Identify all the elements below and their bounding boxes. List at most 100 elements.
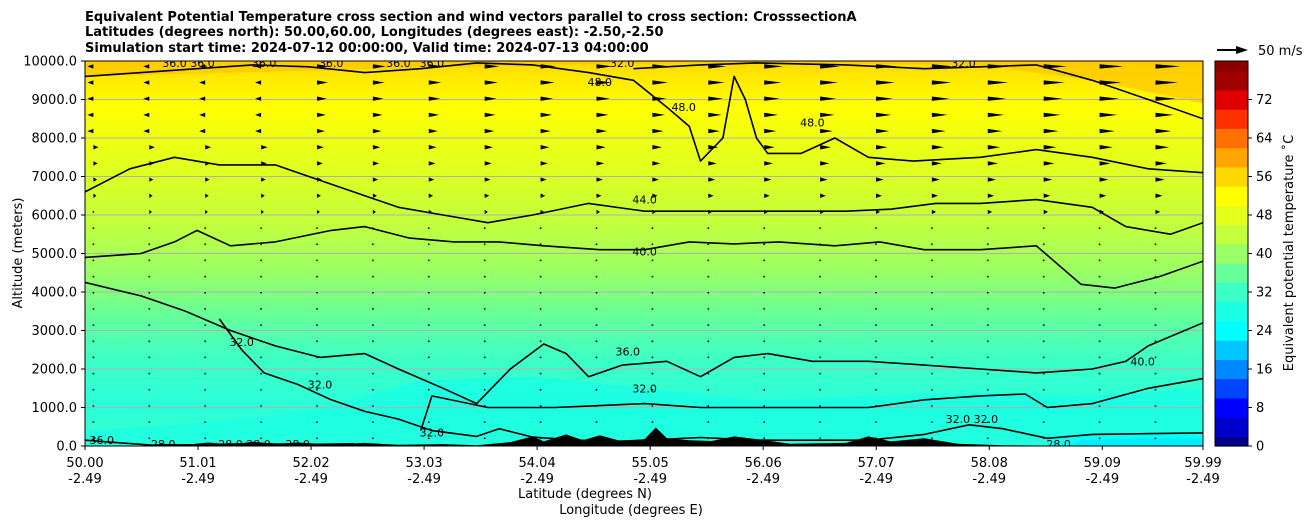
x-tick-longitude: -2.49 (859, 472, 893, 487)
wind-vector (651, 308, 654, 310)
colorbar-tick-label: 8 (1256, 401, 1264, 416)
wind-vector (316, 275, 318, 278)
wind-vector (820, 64, 840, 69)
wind-vector (372, 291, 374, 294)
wind-vector (372, 259, 374, 262)
wind-vector (987, 161, 999, 166)
wind-vector (763, 356, 766, 359)
wind-vector (987, 209, 993, 215)
wind-vector (204, 227, 207, 230)
wind-vector (820, 193, 826, 198)
wind-vector (205, 145, 212, 150)
wind-vector (149, 177, 154, 182)
wind-vector (316, 227, 318, 230)
contour-line-48 (85, 62, 1203, 174)
wind-vector (764, 145, 775, 150)
wind-vector (931, 308, 933, 310)
contour-label: 32.0 (420, 427, 445, 440)
wind-vector (763, 340, 766, 343)
wind-vector (1042, 259, 1045, 262)
x-tick-longitude: -2.49 (520, 472, 554, 487)
colorbar-band (1215, 378, 1248, 389)
wind-vector (539, 259, 542, 262)
wind-vector (875, 259, 877, 262)
wind-vector (427, 308, 430, 310)
wind-vector (819, 259, 821, 262)
wind-vector (708, 128, 720, 134)
contour-label: 36.0 (190, 57, 215, 70)
wind-vector (428, 112, 439, 118)
wind-vector (372, 243, 374, 246)
wind-vector (986, 275, 989, 278)
wind-vector (204, 405, 207, 407)
wind-vector (931, 193, 938, 198)
colorbar-tick-label: 56 (1256, 170, 1273, 185)
wind-vector (483, 372, 486, 375)
wind-vector (483, 340, 486, 343)
wind-vector (372, 128, 382, 134)
contour-label: 28.0 (1046, 438, 1071, 451)
wind-vector (92, 243, 95, 246)
wind-vector (372, 308, 374, 310)
wind-vector (148, 340, 151, 343)
wind-vector (875, 80, 895, 85)
wind-vector (204, 243, 207, 246)
wind-vector (148, 259, 151, 262)
wind-vector (707, 421, 710, 423)
wind-vector (820, 96, 837, 101)
colorbar-band (1215, 301, 1248, 312)
wind-vector (875, 388, 877, 391)
wind-vector (651, 324, 654, 326)
wind-vector (820, 177, 828, 182)
wind-vector (484, 161, 492, 166)
wind-vector (1154, 308, 1157, 310)
wind-vector (708, 193, 714, 198)
quiver-key-arrowhead-icon (1236, 46, 1248, 54)
wind-vector (931, 405, 933, 407)
wind-vector (595, 421, 598, 423)
wind-vector (540, 177, 547, 182)
contour-label: 48.0 (671, 101, 696, 114)
wind-vector (1155, 64, 1181, 69)
contour-label: 36.0 (386, 57, 411, 70)
wind-vector (707, 356, 710, 359)
wind-vector (595, 340, 598, 343)
wind-vector (931, 388, 933, 391)
y-axis: 0.0 1000.0 2000.0 3000.0 4000.0 5000.0 6000.0 7… (23, 55, 85, 455)
wind-vector (1154, 421, 1157, 423)
wind-vector (484, 112, 496, 118)
contour-label: 36.0 (616, 346, 641, 359)
wind-vector (651, 388, 654, 391)
wind-vector (820, 145, 832, 150)
colorbar-band (1215, 215, 1248, 226)
wind-vector (1098, 324, 1101, 326)
x-tick-longitude: -2.49 (972, 472, 1006, 487)
wind-vector (540, 96, 554, 101)
wind-vector (763, 388, 766, 391)
wind-vector (204, 437, 207, 440)
wind-vector (708, 64, 727, 69)
wind-vector (483, 356, 486, 359)
wind-vector (316, 324, 318, 326)
wind-vector (255, 112, 262, 118)
wind-vector (708, 161, 717, 166)
contour-label: 36.0 (162, 57, 187, 70)
y-tick-label: 5000.0 (32, 247, 78, 262)
wind-vector (651, 291, 654, 294)
wind-vector (205, 193, 209, 198)
wind-vector (428, 193, 434, 198)
wind-vector (819, 340, 821, 343)
wind-vector (148, 372, 151, 375)
wind-vector (255, 80, 262, 85)
wind-vector (484, 145, 493, 150)
wind-vector (875, 372, 877, 375)
wind-vector (316, 96, 327, 101)
wind-vector (651, 372, 654, 375)
contour-label: 28.0 (246, 438, 271, 451)
wind-vector (1043, 96, 1063, 101)
wind-vector (483, 291, 486, 294)
wind-vector (199, 112, 206, 118)
wind-vector (819, 372, 821, 375)
wind-vector (707, 227, 710, 230)
